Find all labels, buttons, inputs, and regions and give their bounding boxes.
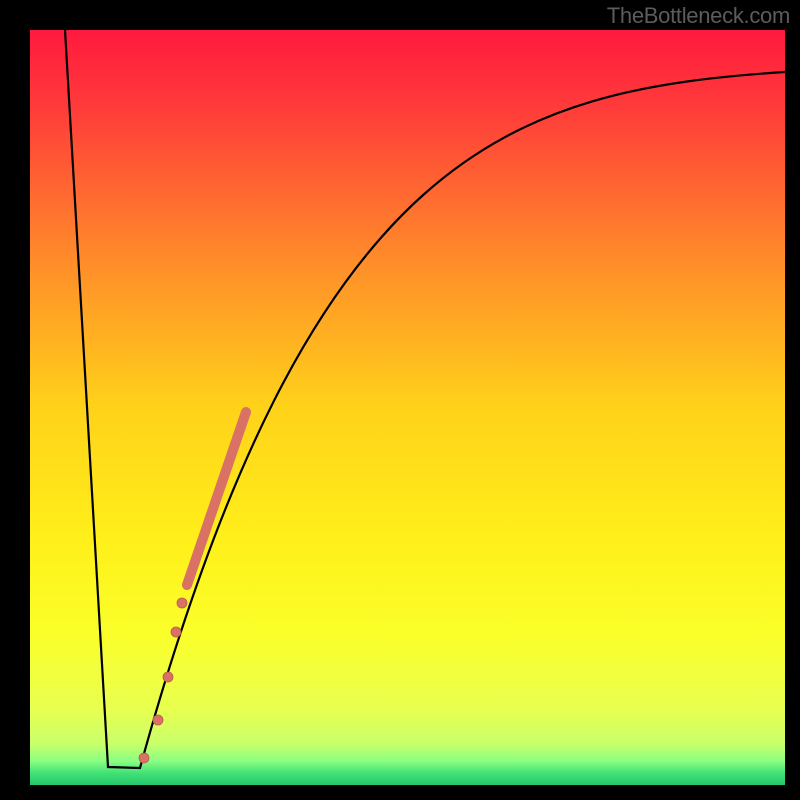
marker-point bbox=[153, 715, 163, 725]
gradient-curve-plot bbox=[30, 30, 785, 785]
chart-container: TheBottleneck.com bbox=[0, 0, 800, 800]
marker-point bbox=[163, 672, 173, 682]
marker-point bbox=[171, 627, 181, 637]
gradient-background bbox=[30, 30, 785, 785]
watermark-text: TheBottleneck.com bbox=[607, 3, 790, 29]
plot-svg bbox=[30, 30, 785, 785]
marker-point bbox=[139, 753, 149, 763]
marker-point bbox=[177, 598, 187, 608]
